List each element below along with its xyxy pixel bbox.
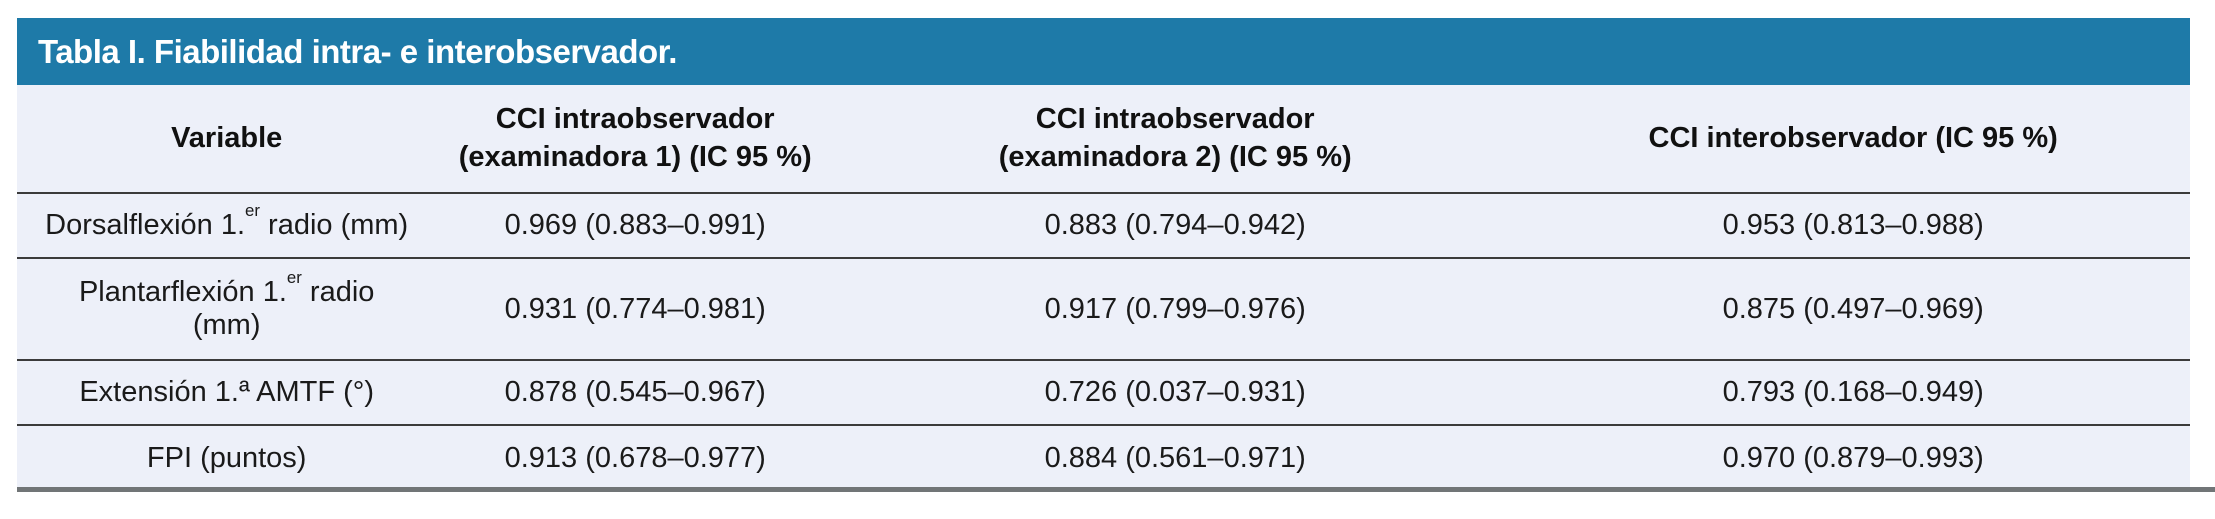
- table-cell: 0.726 (0.037–0.931): [834, 359, 1517, 425]
- table-cell: 0.953 (0.813–0.988): [1516, 192, 2190, 258]
- column-header-line: CCI intraobservador: [495, 103, 775, 136]
- table-cell: 0.913 (0.678–0.977): [436, 424, 835, 490]
- row-label: Plantarflexión 1.er radio (mm): [17, 257, 437, 360]
- table-cell: 0.884 (0.561–0.971): [834, 424, 1517, 490]
- column-header-line: (examinadora 2) (IC 95 %): [998, 140, 1352, 173]
- reliability-table: Tabla I. Fiabilidad intra- e interobserv…: [17, 18, 2190, 490]
- ordinal-superscript: er: [286, 267, 302, 287]
- row-label: FPI (puntos): [17, 424, 437, 490]
- bottom-rule: [17, 487, 2215, 492]
- table-row: Dorsalflexión 1.er radio (mm) 0.969 (0.8…: [17, 192, 2190, 258]
- column-header-variable: Variable: [17, 85, 437, 193]
- column-header-line: Variable: [171, 121, 283, 154]
- table-cell: 0.875 (0.497–0.969): [1516, 257, 2190, 360]
- table-cell: 0.917 (0.799–0.976): [834, 257, 1517, 360]
- table-header-row: Variable CCI intraobservador (examinador…: [17, 85, 2190, 193]
- row-label: Extensión 1.ª AMTF (°): [17, 359, 437, 425]
- table-row: Extensión 1.ª AMTF (°) 0.878 (0.545–0.96…: [17, 359, 2190, 425]
- table-row: Plantarflexión 1.er radio (mm) 0.931 (0.…: [17, 257, 2190, 360]
- table-cell: 0.878 (0.545–0.967): [436, 359, 835, 425]
- column-header-line: CCI interobservador (IC 95 %): [1648, 121, 2058, 154]
- table-cell: 0.970 (0.879–0.993): [1516, 424, 2190, 490]
- table-cell: 0.969 (0.883–0.991): [436, 192, 835, 258]
- column-header-line: (examinadora 1) (IC 95 %): [458, 140, 812, 173]
- column-header-line: CCI intraobservador: [1035, 103, 1315, 136]
- table-cell: 0.793 (0.168–0.949): [1516, 359, 2190, 425]
- column-header-cci-inter: CCI interobservador (IC 95 %): [1516, 85, 2190, 193]
- row-label: Dorsalflexión 1.er radio (mm): [17, 192, 437, 258]
- column-header-cci-intra-1: CCI intraobservador (examinadora 1) (IC …: [436, 85, 835, 193]
- table-grid: Variable CCI intraobservador (examinador…: [17, 85, 2190, 490]
- table-cell: 0.931 (0.774–0.981): [436, 257, 835, 360]
- ordinal-superscript: er: [245, 200, 260, 220]
- column-header-cci-intra-2: CCI intraobservador (examinadora 2) (IC …: [834, 85, 1517, 193]
- table-title-bar: Tabla I. Fiabilidad intra- e interobserv…: [17, 18, 2190, 85]
- table-cell: 0.883 (0.794–0.942): [834, 192, 1517, 258]
- table-title: Tabla I. Fiabilidad intra- e interobserv…: [38, 32, 677, 70]
- table-row: FPI (puntos) 0.913 (0.678–0.977) 0.884 (…: [17, 424, 2190, 490]
